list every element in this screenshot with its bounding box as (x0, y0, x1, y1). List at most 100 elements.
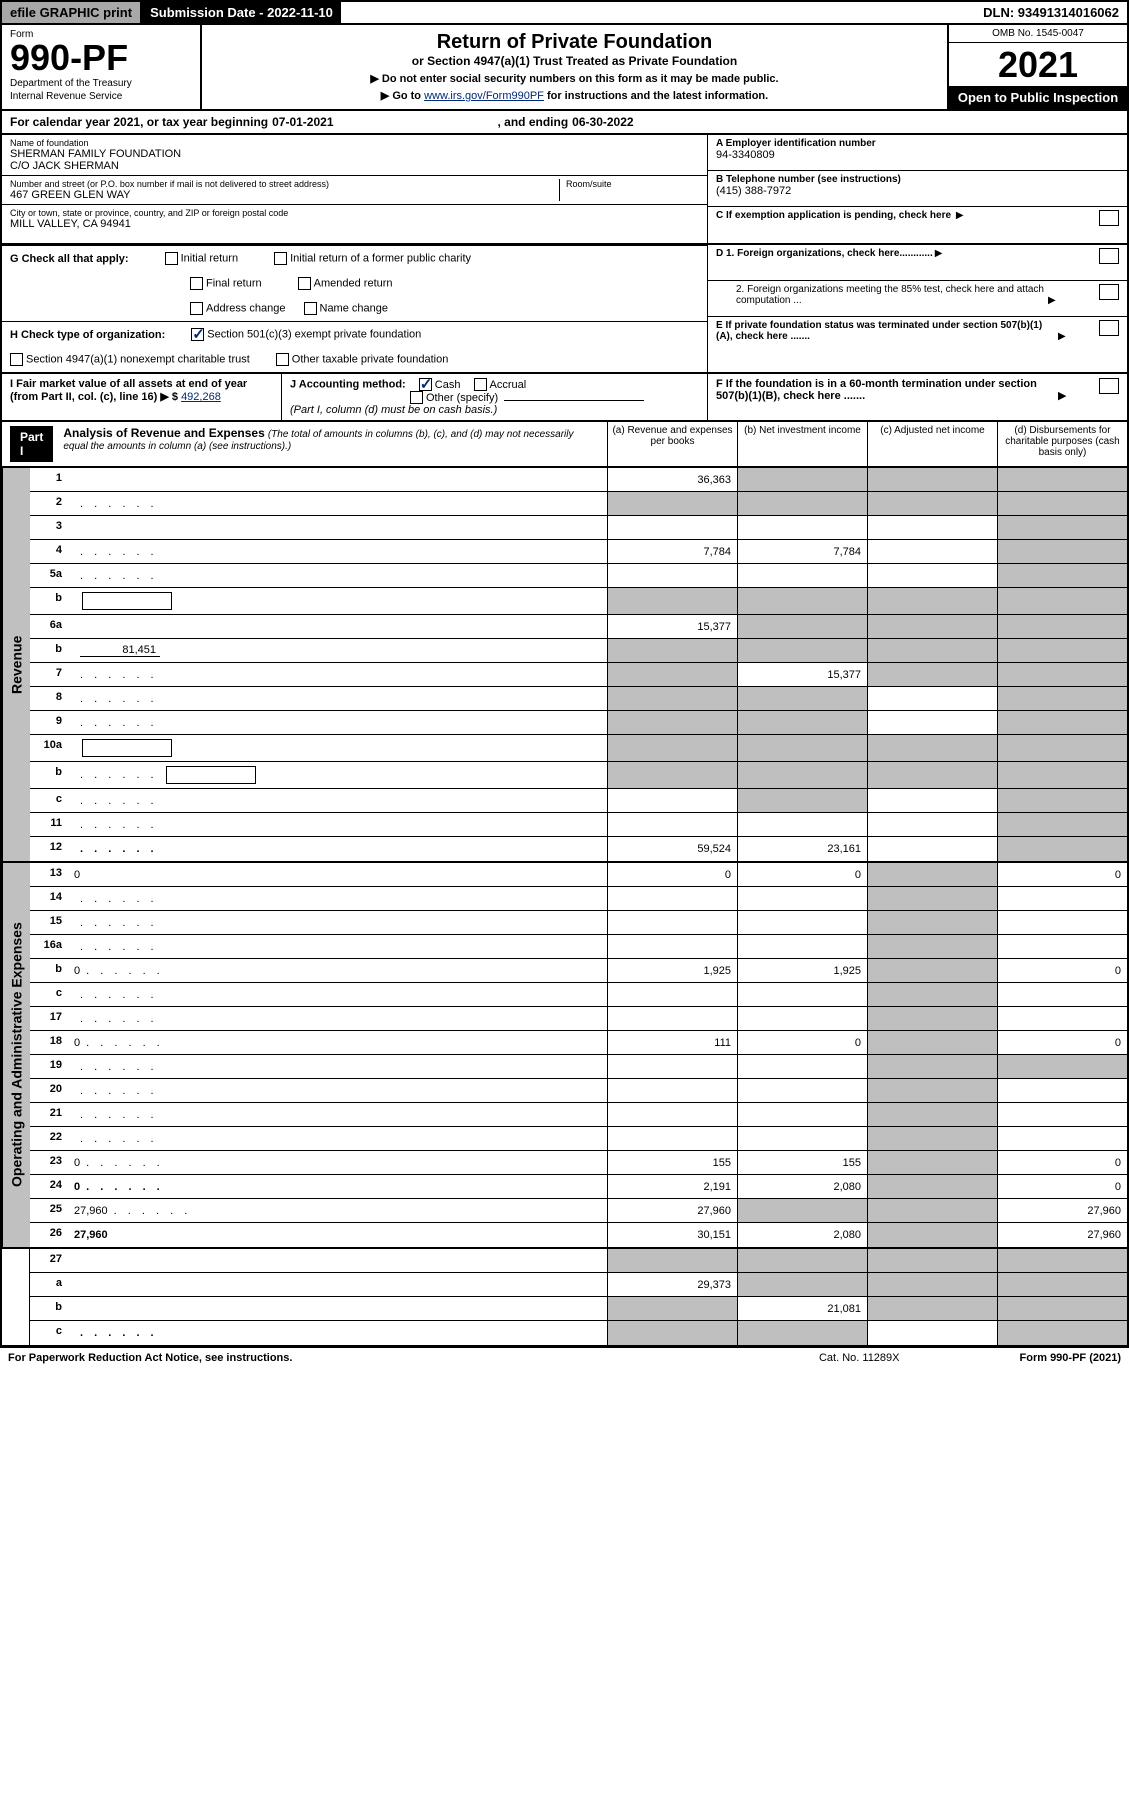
line-number: 3 (30, 516, 68, 539)
col-d-value (997, 615, 1127, 638)
line-number: 20 (30, 1079, 68, 1102)
g-final-checkbox[interactable] (190, 277, 203, 290)
identity-grid: Name of foundation SHERMAN FAMILY FOUNDA… (0, 135, 1129, 245)
col-c-value (867, 813, 997, 836)
j-accrual-checkbox[interactable] (474, 378, 487, 391)
col-a-value (607, 813, 737, 836)
g-initial-checkbox[interactable] (165, 252, 178, 265)
e-checkbox[interactable] (1099, 320, 1119, 336)
col-b-value (737, 615, 867, 638)
table-row: b0 . . . . . .1,9251,9250 (30, 959, 1127, 983)
efile-badge[interactable]: efile GRAPHIC print (2, 2, 142, 23)
h-other-checkbox[interactable] (276, 353, 289, 366)
col-b-value (737, 789, 867, 812)
col-d-value (997, 911, 1127, 934)
col-a-value (607, 935, 737, 958)
table-row: c . . . . . . (30, 983, 1127, 1007)
col-a-value: 29,373 (607, 1273, 737, 1296)
j-cash-checkbox[interactable] (419, 378, 432, 391)
col-b-value: 2,080 (737, 1175, 867, 1198)
col-d-value (997, 1273, 1127, 1296)
ein-cell: A Employer identification number 94-3340… (708, 135, 1127, 171)
col-b-value (737, 564, 867, 587)
col-c-value (867, 863, 997, 886)
irs-link[interactable]: www.irs.gov/Form990PF (424, 90, 544, 102)
col-b-value (737, 639, 867, 662)
line-number: 7 (30, 663, 68, 686)
line-description: . . . . . . (68, 887, 607, 910)
col-a-value (607, 492, 737, 515)
part1-header-row: Part I Analysis of Revenue and Expenses … (0, 422, 1129, 468)
col-d-value (997, 1249, 1127, 1272)
g-amended-checkbox[interactable] (298, 277, 311, 290)
c-checkbox[interactable] (1099, 210, 1119, 226)
col-a-value (607, 1055, 737, 1078)
open-public-badge: Open to Public Inspection (949, 86, 1127, 109)
foundation-name: SHERMAN FAMILY FOUNDATION (10, 148, 699, 160)
instruction-1: ▶ Do not enter social security numbers o… (214, 72, 935, 85)
f-cell: F If the foundation is in a 60-month ter… (708, 374, 1127, 406)
col-c-value (867, 1127, 997, 1150)
col-d-value (997, 887, 1127, 910)
col-a-value (607, 762, 737, 788)
table-row: 240 . . . . . .2,1912,0800 (30, 1175, 1127, 1199)
col-c-value (867, 1103, 997, 1126)
table-row: b81,451 (30, 639, 1127, 663)
line-description (68, 735, 607, 761)
table-row: 4 . . . . . .7,7847,784 (30, 540, 1127, 564)
col-c-value (867, 639, 997, 662)
expenses-side-label: Operating and Administrative Expenses (2, 863, 30, 1247)
h-501c3-checkbox[interactable] (191, 328, 204, 341)
line-number: 15 (30, 911, 68, 934)
d2-checkbox[interactable] (1099, 284, 1119, 300)
col-b-value (737, 762, 867, 788)
table-row: 8 . . . . . . (30, 687, 1127, 711)
col-c-value (867, 1079, 997, 1102)
line-description (68, 516, 607, 539)
line-description (68, 1249, 607, 1272)
col-b-value (737, 813, 867, 836)
d1-checkbox[interactable] (1099, 248, 1119, 264)
ein-value: 94-3340809 (716, 149, 1119, 161)
col-a-value: 27,960 (607, 1199, 737, 1222)
g-name-checkbox[interactable] (304, 302, 317, 315)
col-c-value (867, 1151, 997, 1174)
g-former-checkbox[interactable] (274, 252, 287, 265)
col-a-value (607, 564, 737, 587)
col-d-value (997, 468, 1127, 491)
foundation-name-cell: Name of foundation SHERMAN FAMILY FOUNDA… (2, 135, 707, 176)
street-address: 467 GREEN GLEN WAY (10, 189, 559, 201)
g-address-checkbox[interactable] (190, 302, 203, 315)
col-c-value (867, 1297, 997, 1320)
col-d-value (997, 1055, 1127, 1078)
col-a-value (607, 663, 737, 686)
line-description: . . . . . . (68, 935, 607, 958)
line-number: 17 (30, 1007, 68, 1030)
line-description: . . . . . . (68, 1321, 607, 1345)
line-description: . . . . . . (68, 1079, 607, 1102)
f-checkbox[interactable] (1099, 378, 1119, 394)
line-description: . . . . . . (68, 813, 607, 836)
form-title-block: Return of Private Foundation or Section … (202, 25, 947, 109)
line-description: . . . . . . (68, 911, 607, 934)
col-c-value (867, 615, 997, 638)
col-a-value (607, 887, 737, 910)
table-row: 130000 (30, 863, 1127, 887)
table-row: 19 . . . . . . (30, 1055, 1127, 1079)
form-title: Return of Private Foundation (214, 31, 935, 54)
table-row: b (30, 588, 1127, 615)
h-4947-checkbox[interactable] (10, 353, 23, 366)
line-description: . . . . . . (68, 1127, 607, 1150)
j-other-checkbox[interactable] (410, 391, 423, 404)
table-row: 2 . . . . . . (30, 492, 1127, 516)
col-b-value (737, 1249, 867, 1272)
col-d-value (997, 1321, 1127, 1345)
col-c-value (867, 711, 997, 734)
col-a-value (607, 789, 737, 812)
line-number: 27 (30, 1249, 68, 1272)
col-a-value (607, 1297, 737, 1320)
line-number: b (30, 639, 68, 662)
col-a-value (607, 983, 737, 1006)
revenue-side-label: Revenue (2, 468, 30, 861)
form-number: 990-PF (10, 40, 192, 76)
